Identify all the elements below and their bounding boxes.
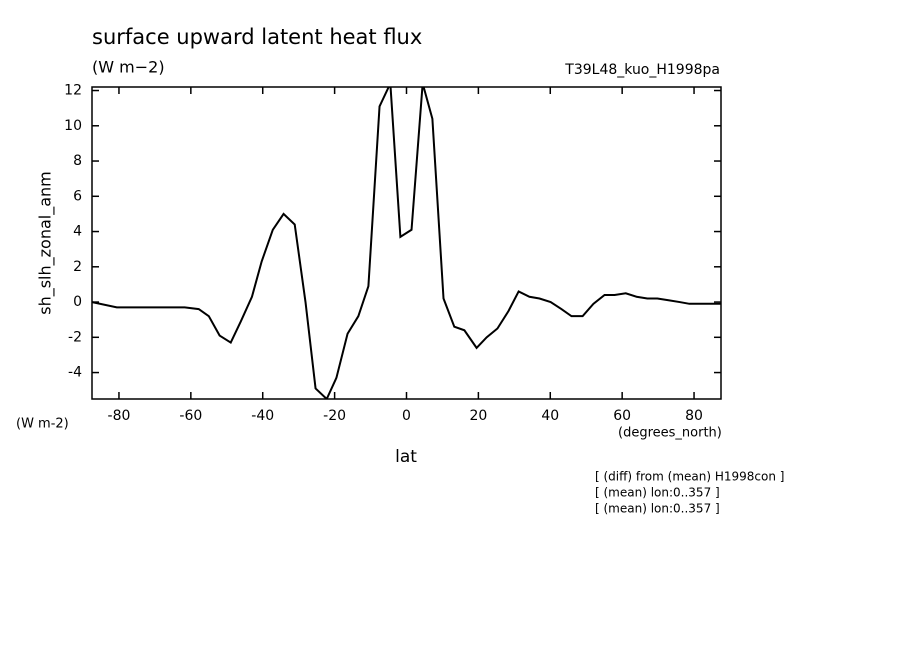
- y-tick-label: 12: [64, 83, 82, 99]
- y-tick-label: 0: [73, 294, 82, 310]
- x-tick-label: -20: [323, 408, 346, 424]
- x-tick-label: 0: [402, 408, 411, 424]
- data-line: [92, 87, 721, 399]
- y-tick-label: 4: [73, 224, 82, 240]
- x-tick-label: -80: [108, 408, 131, 424]
- y-tick-label: 10: [64, 118, 82, 134]
- y-units: (W m-2): [16, 417, 69, 432]
- y-tick-label: -4: [68, 365, 82, 381]
- note: [ (mean) lon:0..357 ]: [595, 486, 720, 500]
- y-tick-label: 2: [73, 259, 82, 275]
- units: (W m−2): [92, 58, 165, 77]
- note: [ (mean) lon:0..357 ]: [595, 502, 720, 516]
- x-tick-label: -60: [179, 408, 202, 424]
- x-tick-label: 40: [541, 408, 559, 424]
- run-label: T39L48_kuo_H1998pa: [564, 62, 720, 78]
- x-tick-label: -40: [251, 408, 274, 424]
- x-tick-label: 20: [469, 408, 487, 424]
- plot-frame: [91, 86, 722, 400]
- note: [ (diff) from (mean) H1998con ]: [595, 470, 784, 484]
- y-axis-label: sh_slh_zonal_anm: [36, 171, 56, 315]
- y-tick-label: 6: [73, 188, 82, 204]
- x-axis-label: lat: [395, 447, 417, 467]
- x-tick-label: 80: [685, 408, 703, 424]
- y-tick-label: -2: [68, 329, 82, 345]
- y-tick-label: 8: [73, 153, 82, 169]
- x-tick-label: 60: [613, 408, 631, 424]
- x-units: (degrees_north): [618, 426, 722, 441]
- chart-title: surface upward latent heat flux: [92, 25, 422, 49]
